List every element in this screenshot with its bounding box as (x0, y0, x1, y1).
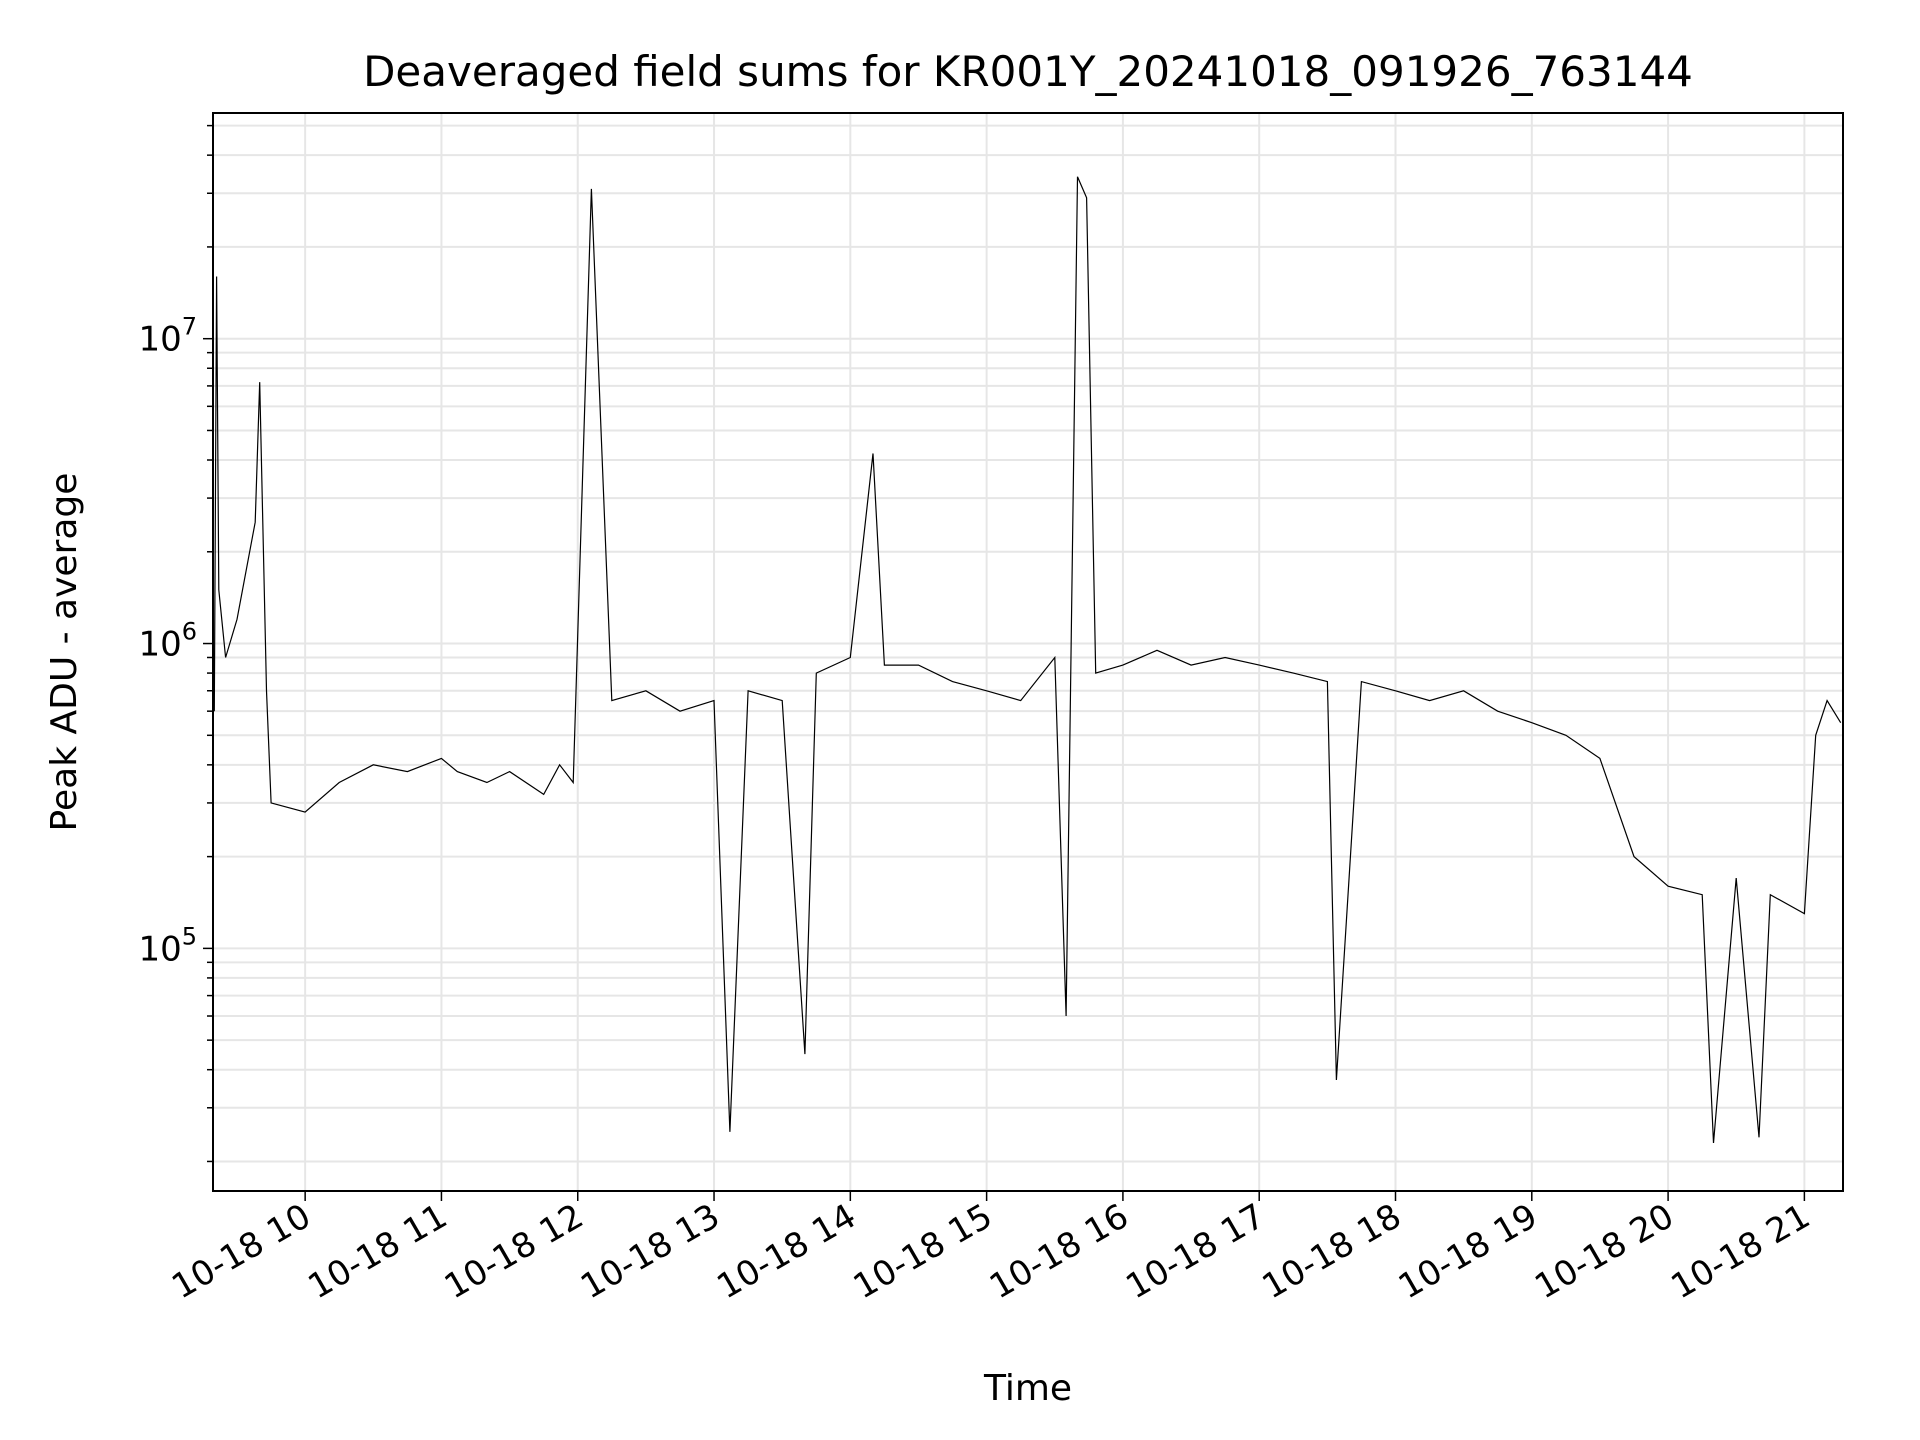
x-tick-label: 10-18 15 (847, 1196, 999, 1307)
chart-title: Deaveraged field sums for KR001Y_2024101… (363, 47, 1693, 96)
x-tick-label: 10-18 20 (1528, 1196, 1680, 1307)
y-tick-label: 105 (138, 922, 197, 969)
y-tick-label: 107 (138, 313, 197, 360)
x-tick-label: 10-18 17 (1119, 1196, 1271, 1307)
y-axis: 105 106 107 (138, 124, 213, 1163)
y-tick-label: 106 (138, 618, 197, 665)
x-tick-label: 10-18 21 (1664, 1196, 1816, 1307)
x-axis-label: Time (983, 1368, 1072, 1409)
x-tick-label: 10-18 19 (1392, 1196, 1544, 1307)
x-tick-label: 10-18 13 (574, 1196, 726, 1307)
series-line (213, 176, 1842, 1144)
x-tick-label: 10-18 14 (710, 1196, 862, 1307)
x-tick-label: 10-18 11 (302, 1196, 454, 1307)
x-tick-label: 10-18 16 (983, 1196, 1135, 1307)
y-axis-label: Peak ADU - average (44, 473, 85, 832)
plot-area (213, 176, 1842, 1144)
axes-frame (212, 112, 1844, 1192)
x-tick-label: 10-18 12 (438, 1196, 590, 1307)
x-tick-label: 10-18 10 (165, 1196, 317, 1307)
grid (213, 113, 1843, 1191)
x-tick-label: 10-18 18 (1256, 1196, 1408, 1307)
